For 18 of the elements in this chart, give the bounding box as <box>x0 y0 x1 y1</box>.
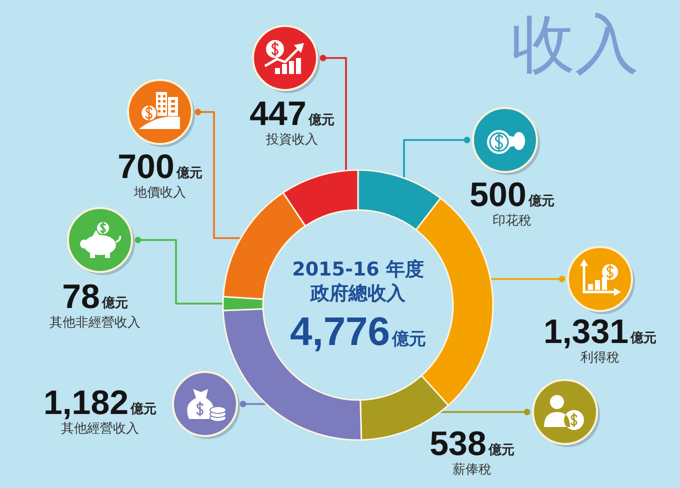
data-label: 1,331億元 <box>543 313 657 351</box>
data-label: 700億元 <box>118 148 202 186</box>
text: 4,776億元 <box>290 310 426 354</box>
slice-label: 其他非經營收入 <box>50 316 140 330</box>
slice-label: 投資收入 <box>265 132 318 148</box>
data-label: 500億元 <box>470 176 554 214</box>
data-label: 447億元 <box>250 95 334 133</box>
slice-label: 利得稅 <box>580 350 620 366</box>
slice-label: 印花稅 <box>492 214 532 228</box>
slice-label: 薪俸稅 <box>452 462 492 478</box>
data-label: 538億元 <box>430 425 514 463</box>
data-label: 78億元 <box>62 278 128 316</box>
data-label: 1,182億元 <box>43 384 157 422</box>
slice-label: 地價收入 <box>133 186 186 200</box>
text: 2015-16 年度 <box>292 258 424 280</box>
chart-title: 收入 <box>511 8 639 82</box>
text: 政府總收入 <box>310 282 406 304</box>
slice-label: 其他經營收入 <box>61 422 139 436</box>
